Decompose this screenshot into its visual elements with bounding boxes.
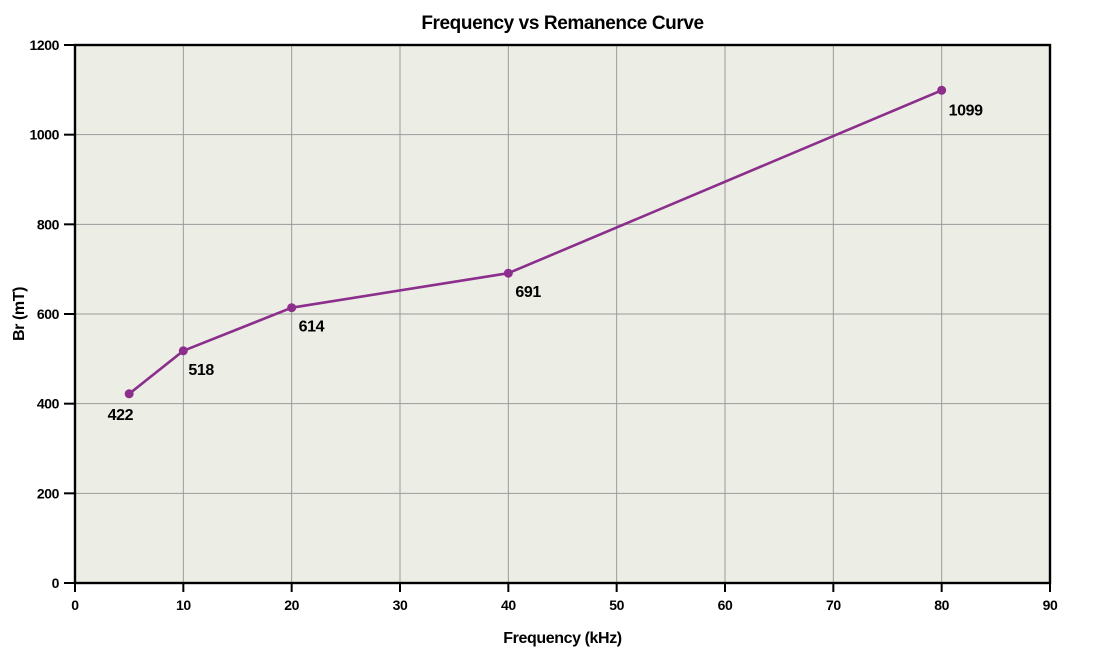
data-point-label: 691 [515,284,541,301]
x-tick-label: 30 [393,597,408,613]
x-tick-label: 40 [501,597,516,613]
data-point-label: 518 [188,362,214,379]
x-axis-label: Frequency (kHz) [503,630,622,647]
x-tick-label: 50 [609,597,624,613]
x-tick-label: 80 [934,597,949,613]
y-tick-label: 0 [52,575,60,591]
y-tick-label: 1200 [29,37,59,53]
data-point-marker [124,389,134,399]
x-tick-label: 20 [284,597,299,613]
x-tick-label: 10 [176,597,191,613]
data-point-marker [287,303,297,313]
data-point-label: 614 [299,319,325,336]
y-tick-label: 1000 [29,127,59,143]
data-point-marker [937,85,947,95]
y-tick-label: 200 [37,485,60,501]
data-point-marker [178,346,188,356]
y-tick-label: 600 [37,306,60,322]
x-tick-label: 90 [1043,597,1058,613]
data-point-label: 422 [108,407,134,424]
y-tick-label: 400 [37,396,60,412]
x-tick-label: 0 [71,597,79,613]
x-tick-label: 70 [826,597,841,613]
x-tick-label: 60 [718,597,733,613]
y-tick-label: 800 [37,216,60,232]
y-axis-label: Br (mT) [11,287,28,341]
data-point-marker [503,268,513,278]
chart-title: Frequency vs Remanence Curve [421,13,703,34]
data-point-label: 1099 [949,102,983,119]
